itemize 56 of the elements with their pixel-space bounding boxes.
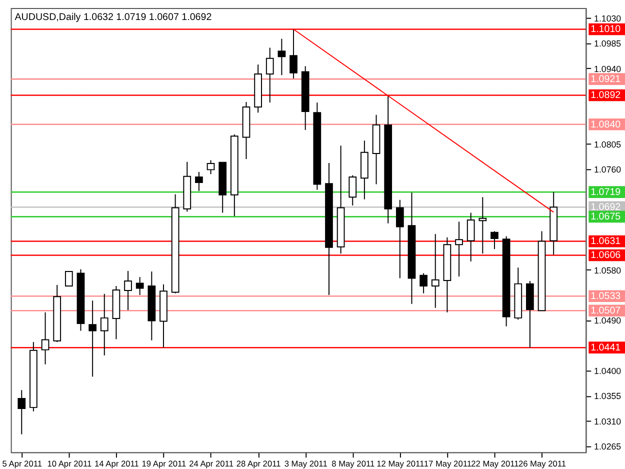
ref-line-label: 1.0533 [590,291,622,302]
x-tick-label: 12 May 2011 [376,458,425,468]
candlestick [124,270,132,311]
x-tick-label: 17 May 2011 [424,458,472,468]
ref-line-label: 1.0692 [590,202,621,214]
y-tick-label: 1.1030 [594,14,622,24]
x-tick-label: 26 May 2011 [518,458,566,468]
ref-line-label: 1.1010 [590,24,622,36]
x-tick-label: 3 May 2011 [284,458,328,468]
candlestick [18,390,26,435]
ref-line-label: 1.0606 [590,250,622,262]
y-tick-label: 1.0400 [594,366,622,376]
candlestick [41,312,50,365]
ref-line-label: 1.0892 [590,90,621,102]
x-tick-label: 14 Apr 2011 [94,458,140,468]
x-tick-label: 8 May 2011 [332,458,375,468]
chart-title: AUDUSD,Daily 1.0632 1.0719 1.0607 1.0692 [14,12,212,23]
x-tick-label: 22 May 2011 [471,458,520,468]
candlestick [348,174,357,206]
x-tick-label: 5 Apr 2011 [2,458,42,468]
candlestick [431,234,440,308]
candlestick [88,300,96,378]
y-tick-label: 1.0580 [594,265,622,276]
y-tick-label: 1.0985 [594,38,622,49]
ref-line-label: 1.0719 [590,187,621,198]
candlestick [136,276,144,296]
candlestick [100,293,108,356]
candlestick [290,28,298,79]
candlestick [455,221,463,278]
candlestick [64,271,73,287]
y-tick-label: 1.0805 [594,139,622,150]
y-tick-label: 1.0940 [594,64,622,74]
y-tick-label: 1.0310 [594,416,622,426]
candlestick [490,230,498,250]
candlestick [396,199,404,279]
ref-line-label: 1.0507 [590,306,621,317]
candlestick [478,196,487,254]
candlestick [266,47,274,104]
ref-line-label: 1.0675 [590,212,622,223]
candlestick [206,160,215,175]
y-tick-label: 1.0760 [594,164,622,175]
y-tick-label: 1.0490 [594,316,622,326]
x-tick-label: 24 Apr 2011 [189,458,234,468]
x-tick-label: 19 Apr 2011 [142,458,187,468]
x-tick-label: 28 Apr 2011 [236,458,282,468]
y-tick-label: 1.0355 [594,391,622,402]
candlestick [278,38,286,76]
ref-line-label: 1.0441 [590,342,621,354]
ref-line-label: 1.0840 [590,119,622,130]
ref-line-label: 1.0921 [590,74,621,86]
candlestick [195,171,203,192]
y-tick-label: 1.0265 [594,441,622,452]
ref-line-label: 1.0631 [590,236,621,248]
candlestick [420,272,428,294]
x-tick-label: 10 Apr 2011 [47,458,92,468]
candlestick [466,212,475,262]
